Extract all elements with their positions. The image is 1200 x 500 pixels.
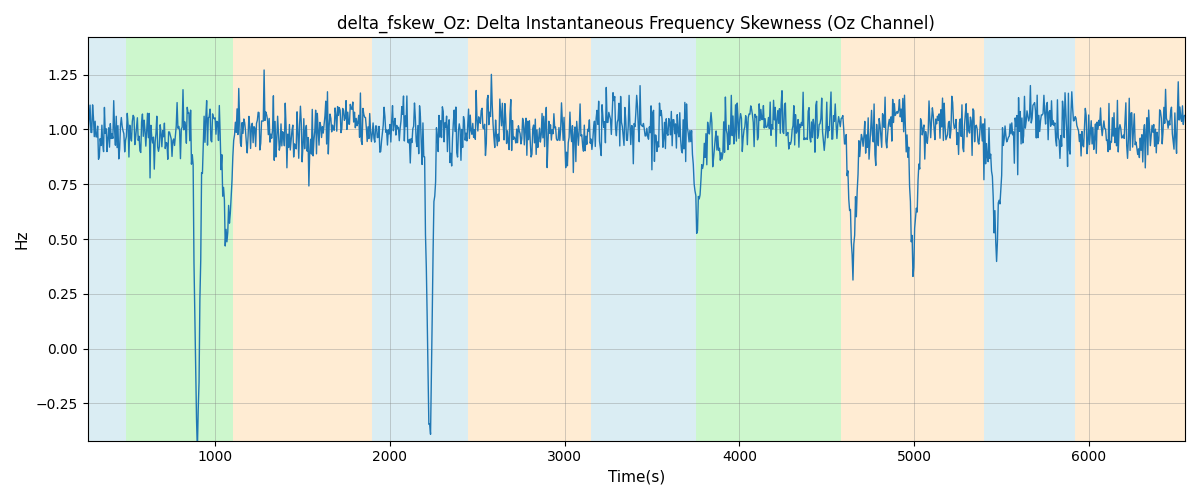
Y-axis label: Hz: Hz — [14, 230, 30, 249]
Title: delta_fskew_Oz: Delta Instantaneous Frequency Skewness (Oz Channel): delta_fskew_Oz: Delta Instantaneous Freq… — [337, 15, 935, 34]
Bar — [1075, 38, 1184, 440]
Bar — [722, 38, 841, 440]
Bar — [841, 38, 880, 440]
Bar — [468, 38, 590, 440]
Bar — [984, 38, 1075, 440]
Bar — [126, 38, 233, 440]
Bar — [880, 38, 984, 440]
X-axis label: Time(s): Time(s) — [607, 470, 665, 485]
Bar — [372, 38, 468, 440]
Bar — [590, 38, 696, 440]
Bar — [233, 38, 372, 440]
Bar — [88, 38, 126, 440]
Bar — [696, 38, 722, 440]
